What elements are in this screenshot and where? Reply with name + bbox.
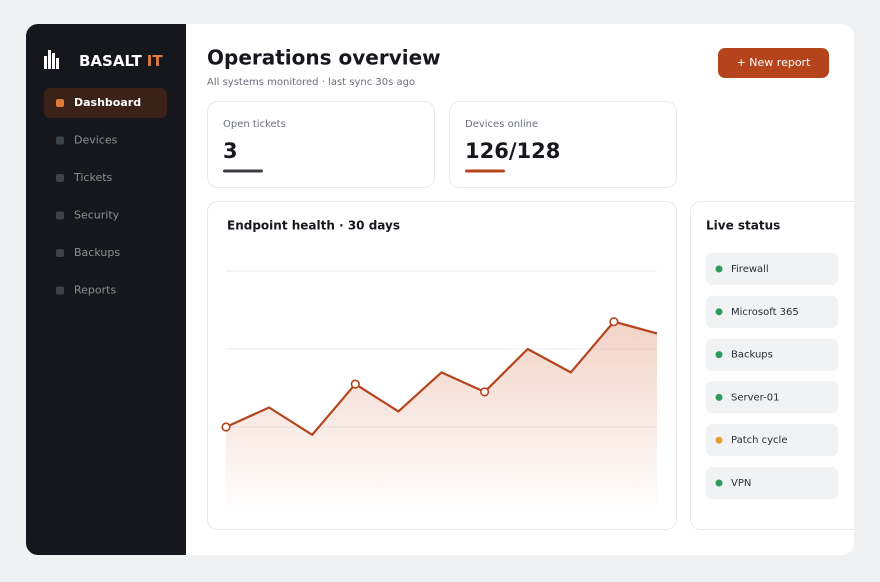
- page-subtitle: All systems monitored · last sync 30s ag…: [207, 77, 415, 88]
- nav-icon[interactable]: [56, 174, 64, 182]
- nav-item[interactable]: Tickets: [73, 171, 113, 184]
- stat-value: 126/128: [465, 139, 560, 163]
- brand-accent: IT: [147, 52, 164, 70]
- status-label[interactable]: Firewall: [731, 264, 769, 275]
- nav-item[interactable]: Dashboard: [74, 96, 141, 109]
- point-marker: [221, 422, 231, 432]
- stat-card: [207, 101, 435, 188]
- status-item[interactable]: [706, 253, 838, 285]
- status-item[interactable]: [706, 424, 838, 457]
- status-item[interactable]: [706, 338, 838, 371]
- brand-name: BASALT: [79, 52, 143, 70]
- status-label[interactable]: Server-01: [731, 392, 780, 403]
- area-fill: [226, 321, 657, 505]
- line: [225, 320, 658, 436]
- nav-icon[interactable]: [56, 286, 64, 295]
- stat-card: [449, 101, 677, 188]
- nav-active-bg: [44, 88, 167, 118]
- new-report-label[interactable]: + New report: [737, 56, 811, 69]
- status-dot: [715, 393, 723, 401]
- nav-icon[interactable]: [56, 211, 64, 220]
- status-item[interactable]: [706, 381, 838, 414]
- nav-item[interactable]: Backups: [74, 246, 120, 259]
- status-label[interactable]: Patch cycle: [731, 435, 788, 446]
- status-dot: [715, 351, 723, 359]
- nav-item[interactable]: Devices: [74, 134, 118, 147]
- nav-item[interactable]: Security: [74, 209, 120, 222]
- status-dot: [715, 308, 723, 316]
- stat-bar: [223, 169, 263, 173]
- status-item[interactable]: [706, 295, 838, 328]
- nav-icon[interactable]: [56, 136, 64, 145]
- chart-title: Endpoint health · 30 days: [227, 219, 400, 233]
- point-marker: [480, 387, 490, 397]
- page-title: Operations overview: [207, 46, 441, 70]
- status-item[interactable]: [706, 467, 838, 499]
- app-window: BASALT IT Dashboard Devices Tickets Security…: [26, 24, 854, 555]
- nav-item[interactable]: Reports: [74, 284, 116, 297]
- point-marker: [609, 317, 619, 327]
- logo-icon: [44, 50, 59, 69]
- status-dot: [715, 436, 723, 444]
- brand: BASALT IT: [79, 52, 163, 70]
- new-report-button[interactable]: [718, 48, 829, 78]
- stat-label: Devices online: [465, 119, 538, 130]
- stat-label: Open tickets: [223, 119, 286, 130]
- status-label[interactable]: Backups: [731, 350, 773, 361]
- stat-value: 3: [223, 139, 238, 163]
- nav-icon[interactable]: [56, 99, 64, 107]
- status-dot: [715, 265, 723, 273]
- status-label[interactable]: VPN: [731, 478, 751, 489]
- point-marker: [350, 379, 360, 389]
- status-dot: [715, 479, 723, 487]
- stat-bar: [465, 169, 505, 173]
- nav-icon[interactable]: [56, 249, 64, 257]
- status-title: Live status: [706, 219, 780, 233]
- status-label[interactable]: Microsoft 365: [731, 307, 799, 318]
